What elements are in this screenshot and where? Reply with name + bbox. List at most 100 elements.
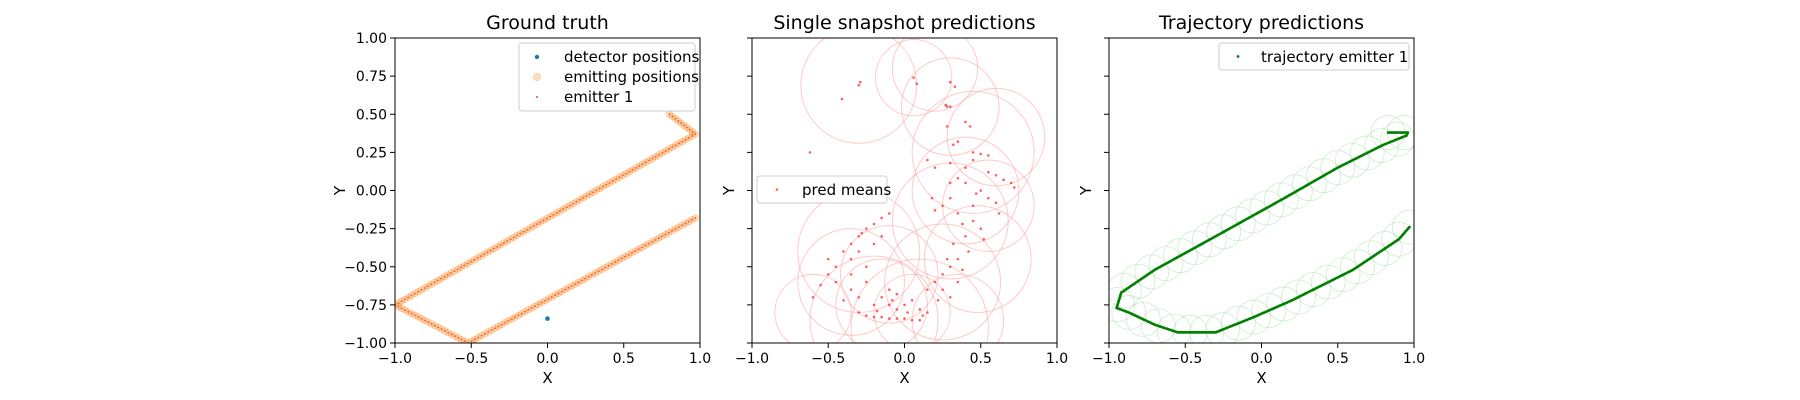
emitter-1-point [540,301,543,304]
emitter-1-point [427,321,430,324]
emitter-1-point [397,302,400,304]
emitter-1-point [446,273,449,276]
panel-3: Trajectory predictions X Y −1.0 −0.5 0.0 0.5 1.… [1077,12,1425,387]
pred-mean-point [971,219,975,223]
trajectory-uncertainty-circle [1281,279,1316,315]
emitter-1-point [569,204,571,207]
trajectory-uncertainty-circle [1205,312,1241,343]
emitter-1-point [671,146,674,149]
uncertainty-circle [774,273,852,343]
emitter-1-point [674,228,677,230]
emitter-1-point [677,119,680,122]
pred-mean-point [872,242,876,246]
y-tick-label: 0.75 [356,69,387,85]
emitter-1-point [621,174,624,177]
emitter-1-point [404,298,406,301]
uncertainty-circle [875,39,953,117]
pred-mean-point [964,234,967,238]
emitter-1-point [628,170,631,173]
pred-mean-point [834,280,838,284]
pred-mean-point [834,265,838,269]
emitter-1-point [544,299,546,302]
pred-mean-point [945,125,949,128]
x-tick-label: −0.5 [811,351,845,367]
pred-mean-point [971,158,975,162]
emitter-1-point [554,294,556,297]
emitter-1-point [681,140,684,143]
x-axis-label: X [1256,369,1266,387]
emitter-1-point [453,270,456,272]
emitter-1-point [506,240,509,242]
pred-mean-point [842,250,845,253]
emitter-1-point [477,336,480,339]
emitter-1-point [473,338,476,341]
trajectory-uncertainty-circle [1353,240,1389,276]
trajectory-uncertainty-circle [1392,209,1414,245]
pred-mean-point [987,170,990,174]
emitter-1-point [627,253,630,256]
emitter-1-point [671,229,673,232]
y-tick-label: 0.00 [356,184,387,200]
emitter-1-point [582,196,585,199]
emitter-1-point [674,144,677,147]
x-axis-label: X [899,369,909,387]
emitter-1-point [529,227,532,229]
emitter-1-point [600,268,603,271]
y-axis-label: Y [720,185,738,196]
emitter-1-point [661,235,663,238]
x-tick-label: 0.0 [1250,351,1272,367]
pred-mean-point [857,83,861,87]
y-tick-label: 1.00 [356,31,387,47]
emitter-1-point [510,318,513,320]
emitter-1-point [681,224,683,227]
emitter-1-point [677,226,680,229]
pred-mean-point [912,76,915,79]
y-tick-label: −0.25 [344,222,387,238]
pred-mean-point [849,257,853,261]
pred-mean-point [974,192,978,195]
pred-mean-point [891,299,894,302]
emitter-1-point [423,287,426,289]
uncertainty-circle [942,159,1035,252]
emitter-1-point [514,316,516,319]
emitter-1-point [644,244,647,247]
pred-mean-point [1009,181,1013,185]
emitter-1-point [512,236,515,239]
emitter-1-point [578,198,581,201]
legend-detector-marker [534,54,540,60]
y-axis-label: Y [1077,185,1095,196]
emitter-1-point [625,172,627,175]
pred-mean-point [956,212,960,215]
emitter-1-point [433,281,436,284]
pred-mean-point [967,250,970,253]
emitter-1-point [463,264,466,267]
pred-mean-point [926,288,929,291]
trajectory-uncertainty-circle [1120,263,1156,299]
emitter-1-point [574,283,577,286]
uncertainty-circle [800,38,918,144]
trajectory-point [1386,131,1390,134]
pred-mean-point [872,303,876,307]
emitter-1-point [647,242,650,245]
emitter-1-point [486,251,489,254]
emitter-1-point [494,327,496,330]
emitter-1-point [520,312,523,315]
pred-mean-point [941,273,944,276]
pred-mean-point [865,314,868,317]
pred-mean-point [808,151,812,154]
pred-mean-point [952,242,955,246]
x-tick-label: 1.0 [1403,351,1425,367]
pred-mean-point [964,181,967,185]
emitter-1-point [524,310,526,313]
emitter-1-point [483,253,486,256]
emitter-1-point [517,314,520,317]
pred-mean-point [948,161,952,165]
emitter-1-point [691,130,694,133]
emitter-1-point [580,279,583,282]
uncertainty-circle [839,225,939,324]
panel-2: Single snapshot predictions X Y −1.0 −0.5 0.0… [720,12,1068,387]
emitter-1-point [564,288,567,291]
emitter-1-point [604,266,607,269]
emitter-1-point [565,206,568,209]
